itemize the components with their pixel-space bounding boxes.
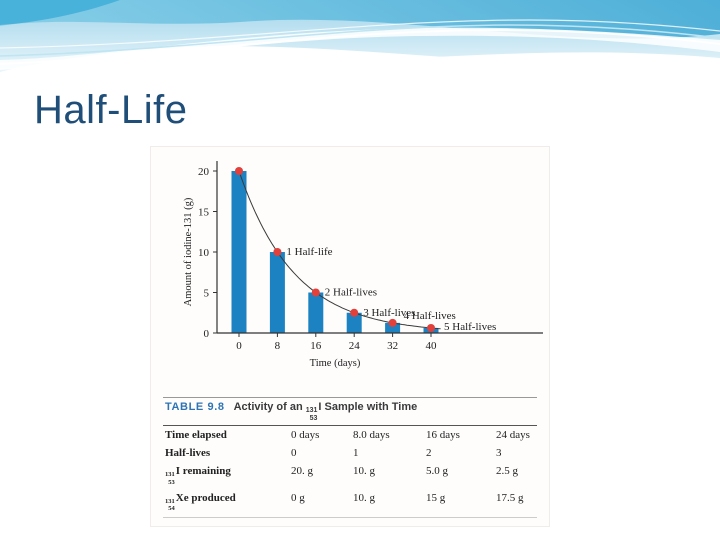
table-cell: 20. g [291,465,313,478]
decay-chart: 0 5 10 15 20 0 8 16 24 32 40 1 Half-life 2 Half-live… [151,147,547,387]
table-row: 131 54 Xe produced 0 g 10. g 15 g 17.5 g [163,489,537,515]
row-header: 131 54 Xe produced [165,491,236,512]
y-tick-label: 20 [198,166,210,178]
isotope-notation: 131 53 [165,471,175,486]
figure-panel: 0 5 10 15 20 0 8 16 24 32 40 1 Half-life 2 Half-live… [150,146,550,527]
table-cell: 15 g [426,491,446,504]
half-life-annotation: 5 Half-lives [444,321,496,333]
table-cell: 0 days [291,429,320,442]
half-life-annotation: 1 Half-life [286,246,332,258]
table-cell: 24 days [496,429,530,442]
table-cell: 10. g [353,465,375,478]
row-header: 131 53 I remaining [165,465,231,486]
isotope-notation: 131 53 [306,407,318,422]
isotope-symbol: I [318,401,322,413]
bar [231,171,247,333]
x-tick-label: 40 [426,340,438,352]
data-point [273,248,282,256]
x-tick-label: 24 [349,340,361,352]
row-header: Half-lives [165,447,211,460]
bar [308,292,324,333]
y-tick-label: 0 [204,328,210,340]
data-point [427,323,435,332]
bar [269,252,285,333]
page-title: Half-Life [34,88,188,132]
table-heading-suffix: Sample with Time [321,401,418,413]
y-tick-label: 10 [198,247,210,259]
x-tick-label: 32 [387,340,398,352]
table-title: TABLE 9.8 Activity of an 131 53 I Sample w… [163,397,537,427]
x-axis-title: Time (days) [310,358,361,369]
table-row: 131 53 I remaining 20. g 10. g 5.0 g 2.5 g [163,462,537,488]
table-cell: 17.5 g [496,491,524,504]
decay-chart-svg: 0 5 10 15 20 0 8 16 24 32 40 1 Half-life 2 Half-live… [183,161,543,369]
isotope-notation: 131 54 [165,497,175,512]
data-point [311,288,320,297]
table-label: TABLE 9.8 [165,401,225,413]
table-cell: 3 [496,447,502,460]
table-heading: Activity of an 131 53 I Sample with Time [234,401,418,422]
table-cell: 1 [353,447,359,460]
data-point [235,167,243,175]
table-cell: 16 days [426,429,460,442]
data-point [388,318,397,327]
bar [385,322,401,333]
y-tick-label: 5 [204,288,210,300]
x-tick-label: 16 [310,340,322,352]
half-life-annotation: 2 Half-lives [325,287,377,299]
half-life-annotation: 4 Half-lives [404,310,456,322]
table-row: Half-lives 0 1 2 3 [163,444,537,462]
activity-table: TABLE 9.8 Activity of an 131 53 I Sample w… [163,397,537,518]
isotope-mass: 131 [305,407,318,414]
bar [346,312,362,333]
table-row: Time elapsed 0 days 8.0 days 16 days 24 days [163,426,537,444]
decay-curve [238,170,441,330]
data-point [350,308,359,317]
x-tick-label: 0 [236,340,242,352]
table-cell: 0 g [291,491,305,504]
table-cell: 0 [291,447,297,460]
table-cell: 5.0 g [426,465,448,478]
table-cell: 2.5 g [496,465,518,478]
y-axis-title: Amount of iodine-131 (g) [183,197,194,306]
x-tick-label: 8 [275,340,281,352]
table-cell: 8.0 days [353,429,390,442]
table-heading-prefix: Activity of an [233,401,306,413]
isotope-number: 53 [309,414,318,422]
table-cell: 10. g [353,491,375,504]
half-life-annotation: 3 Half-lives [363,307,415,319]
table-cell: 2 [426,447,432,460]
y-tick-label: 15 [198,207,210,219]
header-wave-decoration [0,0,720,96]
table-rows: Time elapsed 0 days 8.0 days 16 days 24 days… [163,426,537,518]
row-header: Time elapsed [165,429,227,442]
